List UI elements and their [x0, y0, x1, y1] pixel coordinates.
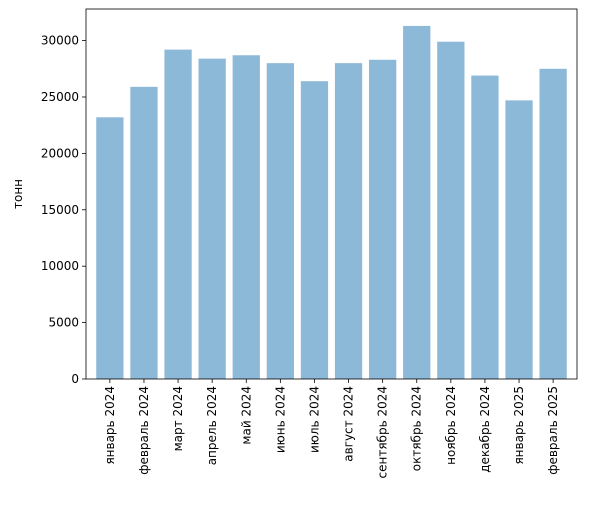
bar: [96, 117, 124, 379]
bar: [505, 100, 533, 379]
bar: [369, 59, 397, 379]
x-tick-label: февраль 2024: [137, 386, 151, 475]
x-tick-label: май 2024: [239, 386, 253, 445]
x-tick-label: декабрь 2024: [478, 386, 492, 473]
y-tick-label: 10000: [41, 259, 79, 273]
bar: [437, 41, 465, 380]
x-axis-ticks: январь 2024 февраль 2024 март 2024 апрель 2…: [103, 379, 560, 478]
y-tick-label: 0: [71, 372, 79, 386]
bar: [232, 55, 260, 379]
bar: [130, 86, 158, 380]
plot-frame: [85, 8, 578, 380]
bar: [471, 75, 499, 380]
bar: [403, 25, 431, 379]
y-tick-label: 5000: [48, 316, 79, 330]
y-tick-label: 30000: [41, 34, 79, 48]
y-axis-ticks: 0 5000 10000 15000 20000 25000 30000: [41, 34, 86, 386]
bars-group: [96, 25, 567, 380]
x-tick-label: июль 2024: [307, 386, 321, 453]
x-tick-label: ноябрь 2024: [444, 386, 458, 465]
x-tick-label: март 2024: [171, 386, 185, 451]
y-tick-label: 20000: [41, 146, 79, 160]
bar: [539, 68, 567, 379]
y-tick-label: 25000: [41, 90, 79, 104]
x-tick-label: январь 2024: [103, 386, 117, 465]
x-tick-label: сентябрь 2024: [376, 386, 390, 478]
x-tick-label: апрель 2024: [205, 386, 219, 465]
x-tick-label: октябрь 2024: [410, 386, 424, 471]
bar: [300, 81, 329, 379]
y-tick-label: 15000: [41, 203, 79, 217]
x-tick-label: февраль 2025: [546, 386, 560, 475]
x-tick-label: январь 2025: [512, 386, 526, 465]
bar: [334, 63, 363, 380]
bar: [164, 49, 192, 380]
bar: [266, 63, 294, 380]
bar: [198, 58, 226, 379]
x-tick-label: июнь 2024: [273, 386, 287, 453]
x-tick-label: август 2024: [342, 386, 356, 462]
y-axis-label: тонн: [11, 179, 25, 209]
